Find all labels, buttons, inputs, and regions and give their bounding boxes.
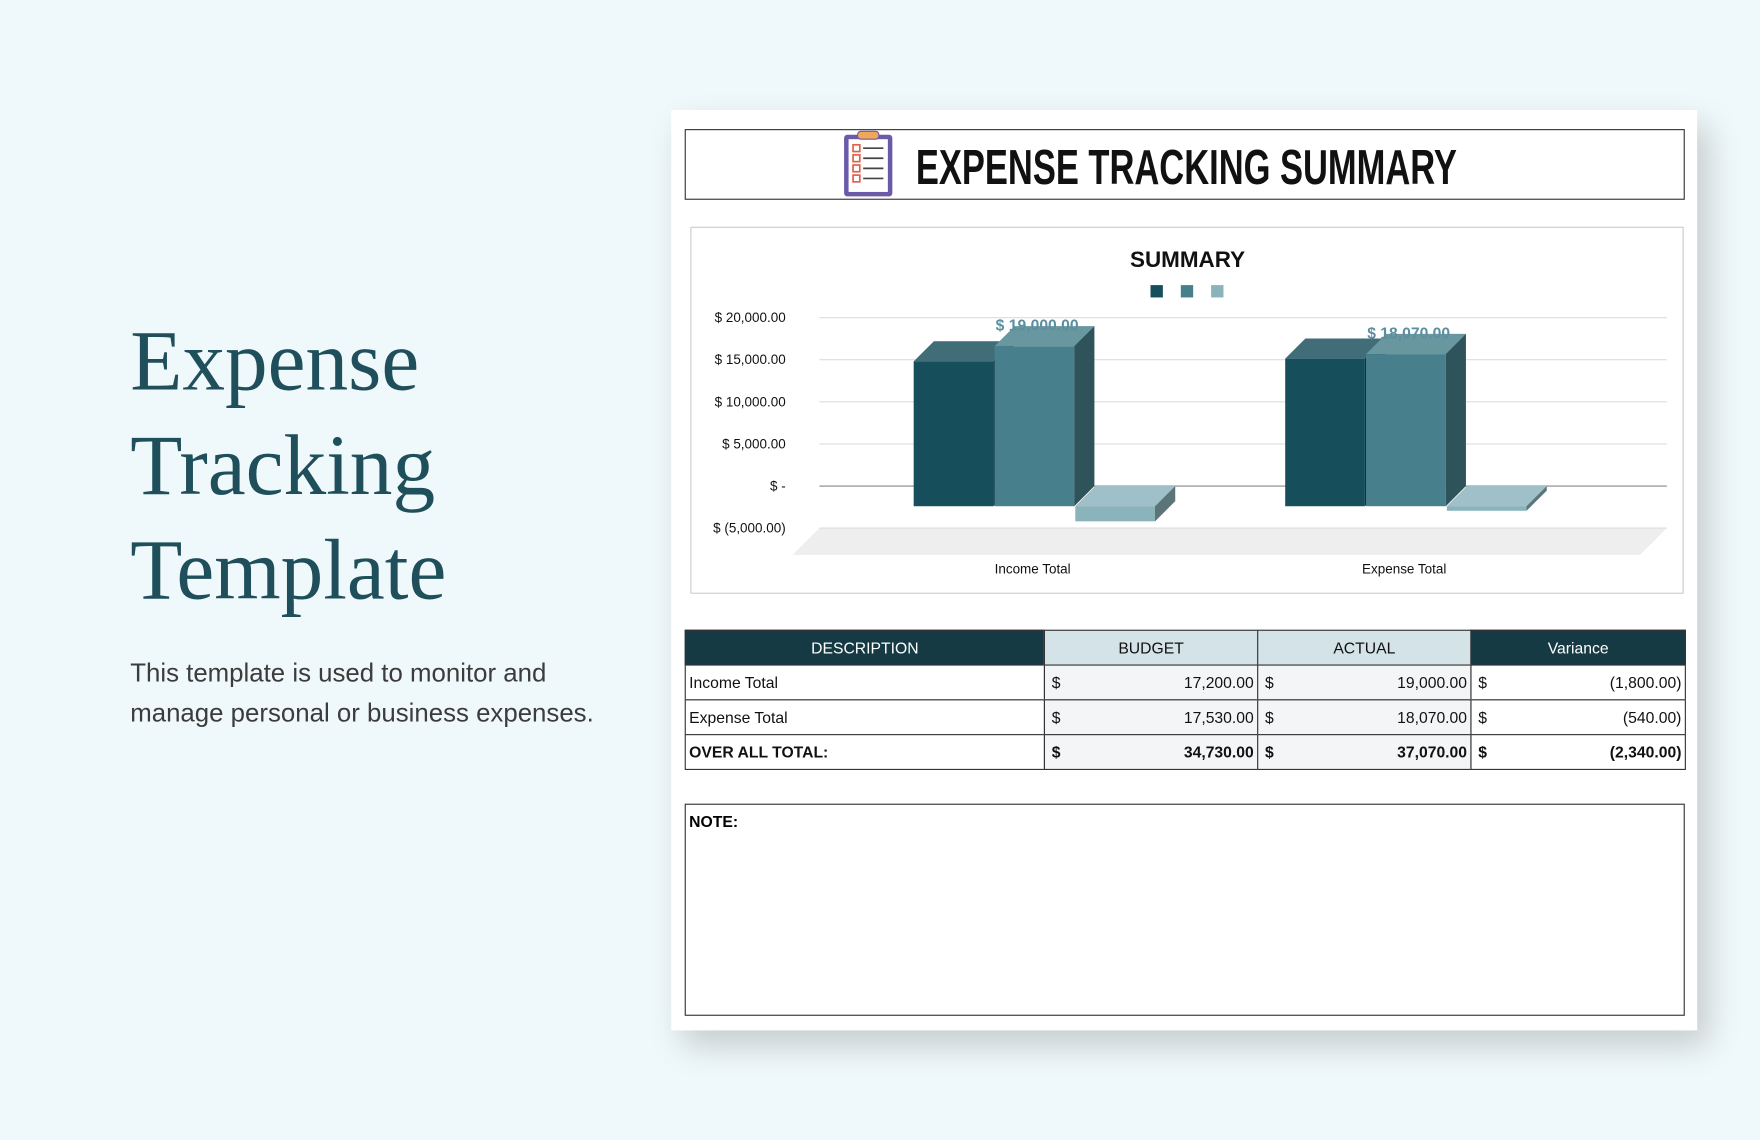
bar-front: [1366, 354, 1446, 507]
chart: SUMMARY $ (5,000.00) $ - $ 5,000.00 $ 10,000…: [713, 247, 1667, 577]
bar: [1446, 486, 1547, 511]
amount: 34,730.00: [1183, 743, 1254, 762]
amount: 19,000.00: [1397, 673, 1468, 692]
bar-front: [913, 361, 994, 507]
amount: (1,800.00): [1609, 673, 1682, 692]
clipboard-icon: [844, 130, 893, 197]
legend-swatch: [1150, 285, 1163, 298]
bar: [1075, 486, 1176, 522]
bar-top-shade: [1366, 333, 1466, 355]
description: This template is used to monitor and man…: [130, 657, 594, 728]
table-cell: $34,730.00: [1043, 734, 1259, 771]
row-label: Income Total: [689, 673, 778, 692]
bar-top: [1285, 338, 1386, 359]
bar-side: [1445, 333, 1466, 507]
bar-side: [1526, 486, 1547, 511]
table-cell: $18,070.00: [1257, 699, 1472, 736]
legend-swatch: [1211, 285, 1224, 298]
x-tick-label: Income Total: [995, 562, 1071, 577]
currency-symbol: $: [1051, 673, 1061, 692]
sheet-title-svg: EXPENSE TRACKING SUMMARY: [844, 130, 1457, 197]
bar-front: [1285, 358, 1365, 507]
table-cell: $17,200.00: [1043, 664, 1259, 701]
hero-title-line: Expense: [130, 314, 420, 409]
bar-top: [913, 341, 1014, 362]
bar-front: [1446, 506, 1527, 511]
currency-symbol: $: [1265, 673, 1274, 692]
legend-swatch: [1180, 285, 1194, 298]
y-tick-label: $ 10,000.00: [715, 394, 786, 409]
sheet-card: [671, 110, 1698, 1031]
currency-symbol: $: [1051, 743, 1061, 762]
amount: 17,200.00: [1183, 673, 1254, 692]
bar-side: [1155, 486, 1176, 522]
y-tick-label: $ -: [770, 479, 786, 494]
table-cell: $19,000.00: [1257, 664, 1472, 701]
table-cell: $ (2,340.00): [1470, 734, 1686, 771]
amount: 18,070.00: [1397, 708, 1468, 727]
amount: 17,530.00: [1183, 708, 1254, 727]
y-tick-label: $ 5,000.00: [722, 436, 786, 451]
floor: [792, 528, 1667, 556]
data-label: $ 19,000.00: [996, 318, 1079, 335]
bar-top: [1446, 486, 1547, 507]
table-cell: $ (1,800.00): [1470, 664, 1686, 701]
table-cell: $17,530.00: [1043, 699, 1259, 736]
table-cell: $ (540.00): [1470, 699, 1686, 736]
bar-top-shade: [994, 326, 1095, 347]
bar-top: [994, 326, 1095, 347]
note-label: NOTE:: [689, 812, 739, 831]
note-box: NOTE:: [684, 803, 1685, 1016]
table-cell: Expense Total: [684, 699, 1046, 736]
table-header-cell: BUDGET: [1043, 629, 1259, 666]
table-header-cell: ACTUAL: [1257, 629, 1472, 666]
table-header-cell: DESCRIPTION: [684, 629, 1046, 666]
bar-side: [1074, 326, 1095, 507]
currency-symbol: $: [1478, 743, 1488, 762]
currency-symbol: $: [1478, 708, 1488, 727]
bar-front: [1075, 506, 1156, 522]
bar-top-shade: [913, 341, 1014, 362]
x-tick-label: Expense Total: [1362, 562, 1446, 577]
bar-side-shade: [1074, 326, 1095, 507]
amount: (540.00): [1622, 708, 1682, 727]
bar-front: [994, 346, 1075, 507]
row-label: OVER ALL TOTAL:: [689, 743, 829, 762]
y-tick-label: $ 15,000.00: [715, 352, 786, 367]
chart-title: SUMMARY: [1130, 247, 1245, 272]
amount: 37,070.00: [1397, 743, 1468, 762]
bar: [994, 326, 1095, 507]
hero-title-line: Template: [130, 523, 447, 618]
bar-top: [1075, 486, 1176, 507]
bar-top: [1366, 333, 1466, 355]
currency-symbol: $: [1478, 673, 1488, 692]
table-cell: Income Total: [684, 664, 1046, 701]
bar: [1366, 333, 1466, 507]
table-cell: $37,070.00: [1257, 734, 1472, 771]
hero-title-line: Tracking: [130, 418, 436, 513]
amount: (2,340.00): [1609, 743, 1682, 762]
currency-symbol: $: [1051, 708, 1061, 727]
y-tick-label: $ 20,000.00: [715, 310, 786, 325]
bar-side-shade: [1526, 486, 1547, 511]
table-cell: OVER ALL TOTAL:: [684, 734, 1046, 771]
y-tick-label: $ (5,000.00): [713, 521, 786, 536]
currency-symbol: $: [1265, 708, 1274, 727]
bar-top-shade: [1075, 486, 1176, 507]
bar-top-shade: [1285, 338, 1386, 359]
currency-symbol: $: [1265, 743, 1274, 762]
data-label: $ 18,070.00: [1367, 325, 1450, 342]
sheet-title-box: EXPENSE TRACKING SUMMARY: [684, 129, 1685, 200]
table-header-cell: Variance: [1470, 629, 1686, 666]
bar-top-shade: [1446, 486, 1547, 507]
chart-box: SUMMARY $ (5,000.00) $ - $ 5,000.00 $ 10,000…: [690, 226, 1684, 594]
bar-side-shade: [1445, 333, 1466, 507]
row-label: Expense Total: [689, 708, 788, 727]
bar-side-shade: [1155, 486, 1176, 522]
sheet-title: EXPENSE TRACKING SUMMARY: [916, 140, 1457, 195]
